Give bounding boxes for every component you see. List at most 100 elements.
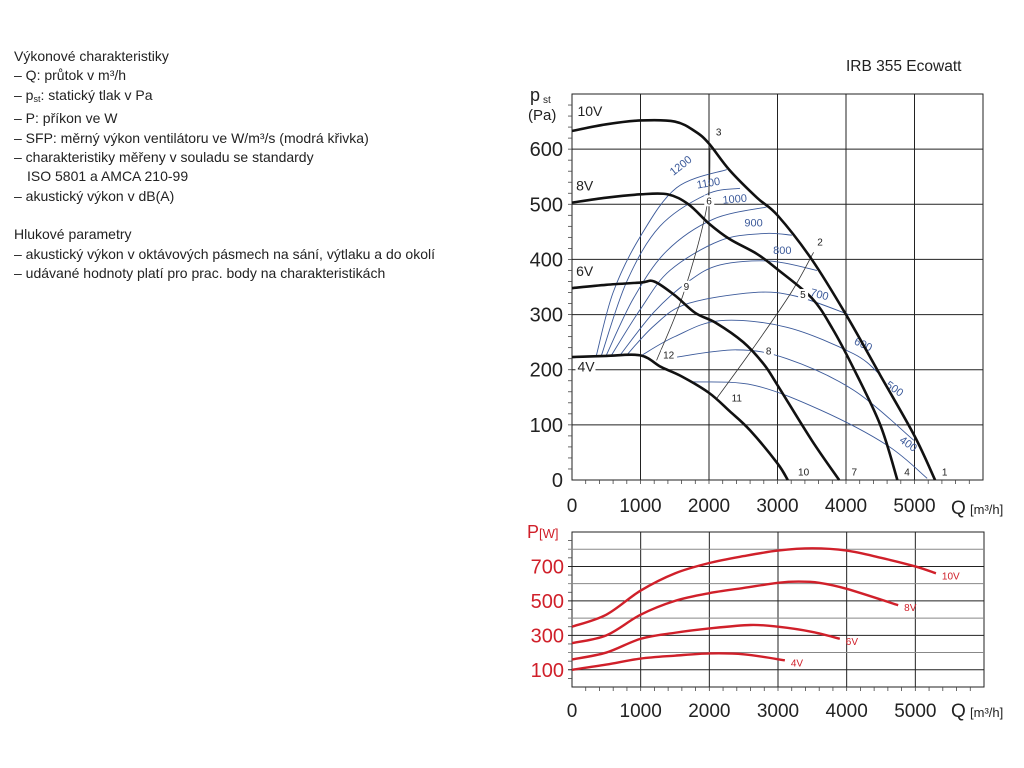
power-y-axis-label: P xyxy=(527,522,539,542)
note-pst-sub: st xyxy=(33,93,41,104)
power-x-axis-label: Q xyxy=(951,701,966,722)
pressure-y-tick-label: 500 xyxy=(530,194,563,216)
power-x-tick-label: 2000 xyxy=(688,701,730,722)
point-label: 8 xyxy=(766,346,772,357)
note-standards: – charakteristiky měřeny v souladu se st… xyxy=(14,149,314,166)
sfp-curve-400 xyxy=(693,381,928,479)
note-acoustic: – akustický výkon v dB(A) xyxy=(14,187,175,204)
power-curve-4V xyxy=(571,652,786,671)
pressure-x-tick-label: 3000 xyxy=(756,496,798,517)
pressure-y-tick-label: 300 xyxy=(530,305,563,327)
pressure-y-tick-label: 0 xyxy=(552,470,563,492)
point-label-bg xyxy=(939,466,950,478)
point-label-bg xyxy=(763,345,774,357)
point-label-bg xyxy=(729,392,746,404)
power-x-axis-unit: [m³/h] xyxy=(970,705,1003,720)
sfp-curve-1000 xyxy=(605,206,767,356)
power-x-tick-label: 5000 xyxy=(894,701,936,722)
point-label-bg xyxy=(796,466,813,478)
sfp-label: 1200 xyxy=(668,154,695,179)
power-y-tick-label: 700 xyxy=(531,556,564,578)
pressure-y-axis-label: p xyxy=(530,85,540,105)
pressure-curve-4V xyxy=(571,353,789,481)
series-label-4V: 4V xyxy=(577,358,595,374)
power-series-label-4V: 4V xyxy=(791,658,804,669)
point-label-bg xyxy=(815,236,826,248)
pressure-x-tick-label: 0 xyxy=(567,496,578,517)
sfp-label: 500 xyxy=(883,379,905,399)
point-label-bg xyxy=(849,466,860,478)
point-label: 2 xyxy=(817,238,823,249)
power-curve-6V xyxy=(571,623,841,661)
notes-heading-noise: Hlukové parametry xyxy=(14,226,132,243)
pressure-x-tick-label: 5000 xyxy=(893,496,935,517)
sfp-label: 1000 xyxy=(722,193,747,207)
sfp-curve-1200 xyxy=(595,169,727,356)
system-curve-1 xyxy=(656,147,711,361)
point-label: 10 xyxy=(798,468,810,479)
note-standards-iso: ISO 5801 a AMCA 210-99 xyxy=(27,168,189,185)
sfp-curve-1100 xyxy=(601,187,741,356)
pressure-x-axis-unit: [m³/h] xyxy=(970,502,1003,517)
series-label-8V: 8V xyxy=(576,178,594,194)
pressure-y-axis-sub: st xyxy=(543,95,551,106)
power-series-label-8V: 8V xyxy=(904,603,917,614)
point-label-bg xyxy=(902,466,913,478)
point-label: 7 xyxy=(851,468,857,479)
point-label-bg xyxy=(798,289,809,301)
pressure-x-tick-label: 1000 xyxy=(619,496,661,517)
point-label: 1 xyxy=(942,468,948,479)
note-pst-p: – p xyxy=(14,86,34,103)
system-curve-2 xyxy=(716,252,814,399)
power-series-label-10V: 10V xyxy=(942,571,960,582)
power-y-tick-label: 500 xyxy=(531,591,564,613)
sfp-curve-500 xyxy=(673,349,915,441)
point-label-bg xyxy=(661,349,678,361)
pressure-x-tick-label: 2000 xyxy=(688,496,730,517)
power-curve-10V xyxy=(571,547,937,628)
note-workpoints: – udávané hodnoty platí pro prac. body n… xyxy=(14,265,386,282)
note-octave: – akustický výkon v oktávových pásmech n… xyxy=(14,245,435,262)
point-label: 9 xyxy=(684,282,690,293)
power-x-tick-label: 3000 xyxy=(757,701,799,722)
series-label-bg xyxy=(574,177,595,194)
point-label: 4 xyxy=(904,468,910,479)
point-label-bg xyxy=(704,195,715,207)
point-label: 6 xyxy=(706,196,712,207)
series-label-6V: 6V xyxy=(576,263,594,279)
point-label: 11 xyxy=(732,394,743,405)
pressure-y-tick-label: 100 xyxy=(530,415,563,437)
series-label-10V: 10V xyxy=(577,103,603,119)
sfp-label: 1100 xyxy=(696,176,721,192)
power-curve-8V xyxy=(571,580,899,645)
sfp-curve-900 xyxy=(611,232,792,356)
power-y-tick-label: 300 xyxy=(531,625,564,647)
point-label: 3 xyxy=(716,127,722,138)
pressure-curve-8V xyxy=(571,192,899,481)
power-y-tick-label: 100 xyxy=(531,660,564,682)
pressure-x-tick-label: 4000 xyxy=(825,496,867,517)
series-label-bg xyxy=(575,358,596,375)
sfp-curve-600 xyxy=(641,319,880,374)
pressure-curve-6V xyxy=(571,279,841,481)
power-x-tick-label: 1000 xyxy=(620,701,662,722)
product-title: IRB 355 Ecowatt xyxy=(846,58,962,75)
power-y-axis-unit: [W] xyxy=(539,526,559,541)
point-label-bg xyxy=(681,280,692,292)
sfp-label: 900 xyxy=(744,217,762,229)
note-q: – Q: průtok v m³/h xyxy=(14,67,127,84)
point-label: 5 xyxy=(800,290,806,301)
series-label-bg xyxy=(574,262,595,279)
notes-text: Výkonové charakteristiky – Q: průtok v m… xyxy=(14,47,435,283)
pressure-y-tick-label: 600 xyxy=(530,139,563,161)
pressure-x-axis-label: Q xyxy=(951,498,966,519)
pressure-curve-10V xyxy=(571,118,937,481)
pressure-y-tick-label: 400 xyxy=(530,249,563,271)
power-x-tick-label: 4000 xyxy=(826,701,868,722)
power-x-tick-label: 0 xyxy=(567,701,578,722)
pressure-y-axis-unit: (Pa) xyxy=(528,107,556,124)
note-sfp: – SFP: měrný výkon ventilátoru ve W/m³/s… xyxy=(14,129,369,146)
note-p: – P: příkon ve W xyxy=(14,110,118,127)
notes-heading-performance: Výkonové charakteristiky xyxy=(14,48,169,64)
point-label: 12 xyxy=(663,351,675,362)
